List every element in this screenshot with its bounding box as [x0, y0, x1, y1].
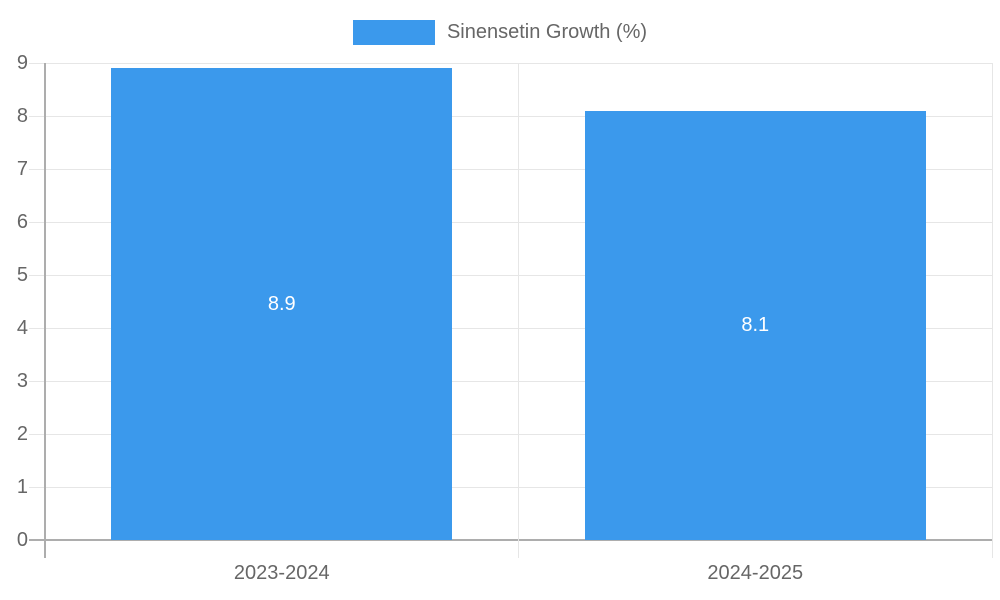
y-tick-label: 5 [16, 264, 28, 286]
x-tick-label: 2024-2025 [707, 562, 804, 584]
y-tick [29, 433, 45, 435]
bar[interactable] [111, 68, 453, 540]
y-tick [29, 62, 45, 64]
y-tick-label: 4 [16, 317, 28, 339]
x-grid-line [991, 63, 993, 558]
bar[interactable] [584, 110, 926, 540]
y-tick [29, 486, 45, 488]
y-tick-label: 2 [16, 423, 28, 445]
y-tick-label: 0 [16, 529, 28, 551]
y-tick-label: 9 [16, 52, 28, 74]
y-tick [29, 115, 45, 117]
y-tick [29, 168, 45, 170]
y-tick [29, 380, 45, 382]
bar-value-label: 8.1 [741, 314, 770, 337]
x-grid-line [518, 63, 519, 558]
y-tick [29, 327, 45, 329]
y-tick-label: 1 [16, 476, 28, 498]
legend-swatch-icon [352, 20, 435, 45]
y-tick [29, 274, 45, 276]
bar-value-label: 8.9 [267, 293, 296, 316]
y-tick-label: 3 [16, 370, 28, 392]
legend-label: Sinensetin Growth (%) [446, 21, 648, 43]
y-tick-label: 7 [16, 158, 28, 180]
legend[interactable]: Sinensetin Growth (%) [0, 20, 1000, 45]
y-tick [29, 539, 45, 541]
y-tick-label: 6 [16, 211, 28, 233]
y-tick-label: 8 [16, 105, 28, 127]
y-tick [29, 221, 45, 223]
x-grid-line [44, 63, 46, 558]
x-tick-label: 2023-2024 [233, 562, 330, 584]
